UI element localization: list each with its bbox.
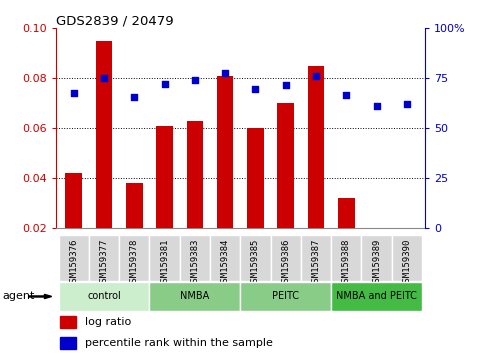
Text: GSM159385: GSM159385 [251, 239, 260, 287]
Text: GSM159387: GSM159387 [312, 239, 321, 287]
Bar [217, 76, 233, 228]
Bar [126, 183, 142, 228]
Text: GSM159377: GSM159377 [99, 239, 109, 287]
Text: GSM159381: GSM159381 [160, 239, 169, 287]
Bar [241, 235, 270, 281]
Text: control: control [87, 291, 121, 302]
Text: GDS2839 / 20479: GDS2839 / 20479 [56, 14, 173, 27]
Bar [58, 235, 89, 281]
Point [100, 75, 108, 81]
Point [161, 81, 169, 87]
Bar [270, 235, 301, 281]
Bar [241, 282, 331, 311]
Point [312, 74, 320, 79]
Bar [308, 66, 325, 228]
Point [252, 86, 259, 92]
Point [130, 95, 138, 100]
Bar [65, 173, 82, 228]
Point [221, 70, 229, 76]
Bar [60, 337, 76, 349]
Bar [119, 235, 149, 281]
Bar [186, 121, 203, 228]
Text: percentile rank within the sample: percentile rank within the sample [85, 338, 273, 348]
Bar [247, 128, 264, 228]
Bar [277, 103, 294, 228]
Bar [180, 235, 210, 281]
Text: GSM159388: GSM159388 [342, 239, 351, 287]
Bar [361, 235, 392, 281]
Bar [368, 228, 385, 253]
Bar [156, 126, 173, 228]
Point [403, 102, 411, 107]
Bar [149, 235, 180, 281]
Bar [96, 41, 113, 228]
Text: NMBA and PEITC: NMBA and PEITC [336, 291, 417, 302]
Text: GSM159376: GSM159376 [69, 239, 78, 287]
Bar [210, 235, 241, 281]
Bar [60, 316, 76, 328]
Point [342, 92, 350, 98]
Bar [331, 235, 361, 281]
Bar [392, 235, 422, 281]
Bar [149, 282, 241, 311]
Point [191, 78, 199, 83]
Text: agent: agent [2, 291, 35, 302]
Point [70, 91, 78, 96]
Point [282, 82, 290, 88]
Bar [301, 235, 331, 281]
Text: GSM159389: GSM159389 [372, 239, 381, 287]
Text: GSM159384: GSM159384 [221, 239, 229, 287]
Text: log ratio: log ratio [85, 317, 132, 327]
Text: PEITC: PEITC [272, 291, 299, 302]
Point [373, 103, 381, 109]
Text: NMBA: NMBA [180, 291, 210, 302]
Bar [58, 282, 149, 311]
Text: GSM159383: GSM159383 [190, 239, 199, 287]
Text: GSM159386: GSM159386 [281, 239, 290, 287]
Text: GSM159390: GSM159390 [402, 239, 412, 287]
Text: GSM159378: GSM159378 [130, 239, 139, 287]
Bar [338, 198, 355, 228]
Bar [89, 235, 119, 281]
Bar [331, 282, 422, 311]
